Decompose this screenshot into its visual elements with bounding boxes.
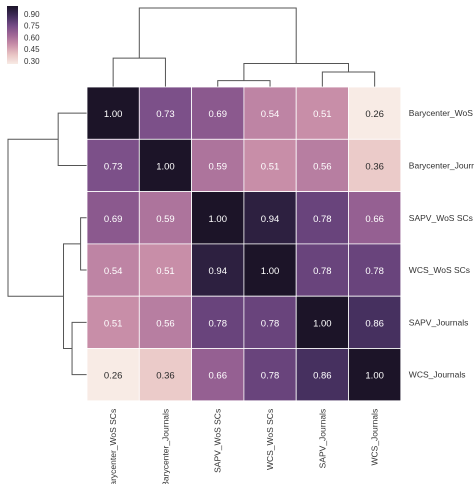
cell-value-label: 0.69	[209, 109, 228, 120]
heatmap-cell	[138, 348, 193, 402]
cell-value-label: 0.59	[156, 214, 175, 225]
cell-value-label: 0.69	[104, 214, 123, 225]
cell-value-label: 0.86	[365, 318, 384, 329]
heatmap-cell	[191, 348, 245, 402]
cell-value-label: 1.00	[365, 371, 384, 382]
cell-value-label: 0.51	[104, 318, 123, 329]
heatmap-cell	[295, 138, 349, 193]
row-labels: Barycenter_WoS SCs Barycenter_Journals SAP…	[409, 108, 474, 380]
row-dendrogram-link	[80, 217, 87, 271]
colorbar-tick-label: 0.60	[24, 33, 40, 42]
heatmap-cell	[295, 348, 349, 402]
cell-value-label: 0.94	[261, 214, 280, 225]
cell-value-label: 0.36	[365, 161, 384, 172]
cell-value-label: 0.56	[313, 161, 332, 172]
heatmap-cell	[86, 348, 140, 402]
cell-value-label: 0.26	[365, 109, 384, 120]
heatmap-cell	[86, 191, 140, 245]
cell-value-label: 0.78	[209, 318, 228, 329]
colorbar-tick-label: 0.75	[24, 22, 40, 31]
heatmap-cell	[191, 86, 245, 140]
heatmap-cell	[191, 243, 245, 297]
heatmap-cell	[138, 243, 193, 297]
colorbar: 0.90 0.75 0.60 0.45 0.30	[7, 6, 40, 66]
cell-value-label: 0.26	[104, 371, 123, 382]
cell-value-label: 0.78	[313, 266, 332, 277]
heatmap-cell	[348, 86, 402, 140]
column-dendrogram	[112, 7, 376, 87]
column-label: Barycenter_WoS SCs	[108, 409, 118, 484]
column-label: WCS_WoS SCs	[265, 409, 275, 470]
cell-value-label: 1.00	[104, 109, 123, 120]
cell-value-label: 1.00	[209, 214, 228, 225]
column-dendrogram-link	[217, 80, 271, 87]
heatmap-cell	[348, 138, 402, 193]
column-dendrogram-link	[321, 71, 376, 87]
heatmap-cell	[295, 191, 349, 245]
column-label: Barycenter_Journals	[160, 409, 170, 484]
colorbar-tick-label: 0.90	[24, 10, 40, 19]
cell-value-label: 0.73	[156, 109, 175, 120]
heatmap-cell	[348, 191, 402, 245]
cell-value-label: 0.51	[156, 266, 175, 277]
colorbar-gradient	[7, 6, 18, 64]
heatmap-cell	[86, 86, 140, 140]
cell-value-label: 0.54	[261, 109, 280, 120]
heatmap-cell	[86, 138, 140, 193]
cell-value-label: 0.78	[365, 266, 384, 277]
heatmap-cell	[243, 86, 297, 140]
heatmap-cell	[348, 348, 402, 402]
cell-value-label: 0.66	[209, 371, 228, 382]
cell-value-label: 0.56	[156, 318, 175, 329]
column-label: SAPV_Journals	[317, 409, 327, 469]
heatmap-cell	[243, 191, 297, 245]
cell-value-label: 0.36	[156, 371, 175, 382]
cell-value-label: 0.73	[104, 161, 123, 172]
heatmap-cell	[191, 295, 245, 349]
cell-value-label: 0.51	[261, 161, 280, 172]
heatmap-cell	[243, 138, 297, 193]
heatmap-cells: 1.00 0.73 0.69 0.54 0.51 0.26 0.73 1.00 0.59 0.51…	[86, 86, 402, 402]
colorbar-tick-label: 0.30	[24, 57, 40, 66]
row-label: Barycenter_WoS SCs	[409, 108, 474, 118]
heatmap-cell	[138, 191, 193, 245]
cell-value-label: 1.00	[156, 161, 175, 172]
heatmap-cell	[138, 86, 193, 140]
cell-value-label: 0.78	[313, 214, 332, 225]
cell-value-label: 0.59	[209, 161, 228, 172]
cell-value-label: 0.78	[261, 318, 280, 329]
heatmap-cell	[243, 243, 297, 297]
cell-value-label: 0.51	[313, 109, 332, 120]
row-dendrogram	[7, 112, 87, 376]
column-dendrogram-link	[112, 57, 166, 87]
row-label: SAPV_WoS SCs	[409, 213, 473, 223]
cell-value-label: 0.86	[313, 371, 332, 382]
colorbar-tick-label: 0.45	[24, 45, 40, 54]
heatmap-cell	[138, 295, 193, 349]
cell-value-label: 0.66	[365, 214, 384, 225]
column-dendrogram-link	[138, 7, 297, 64]
cell-value-label: 1.00	[313, 318, 332, 329]
cell-value-label: 0.78	[261, 371, 280, 382]
row-label: Barycenter_Journals	[409, 160, 474, 170]
cell-value-label: 1.00	[261, 266, 280, 277]
row-dendrogram-link	[7, 138, 64, 297]
row-label: WCS_WoS SCs	[409, 265, 470, 275]
heatmap-cell	[348, 295, 402, 349]
heatmap-cell	[295, 243, 349, 297]
column-label: WCS_Journals	[370, 409, 380, 466]
heatmap-cell	[191, 191, 245, 245]
column-labels: Barycenter_WoS SCs Barycenter_Journals SAP…	[108, 409, 380, 484]
cell-value-label: 0.94	[209, 266, 228, 277]
row-dendrogram-link	[57, 112, 87, 166]
row-label: WCS_Journals	[409, 370, 466, 380]
row-dendrogram-link	[71, 321, 87, 376]
heatmap-cell	[348, 243, 402, 297]
row-label: SAPV_Journals	[409, 317, 469, 327]
cell-value-label: 0.54	[104, 266, 123, 277]
column-label: SAPV_WoS SCs	[213, 409, 223, 473]
